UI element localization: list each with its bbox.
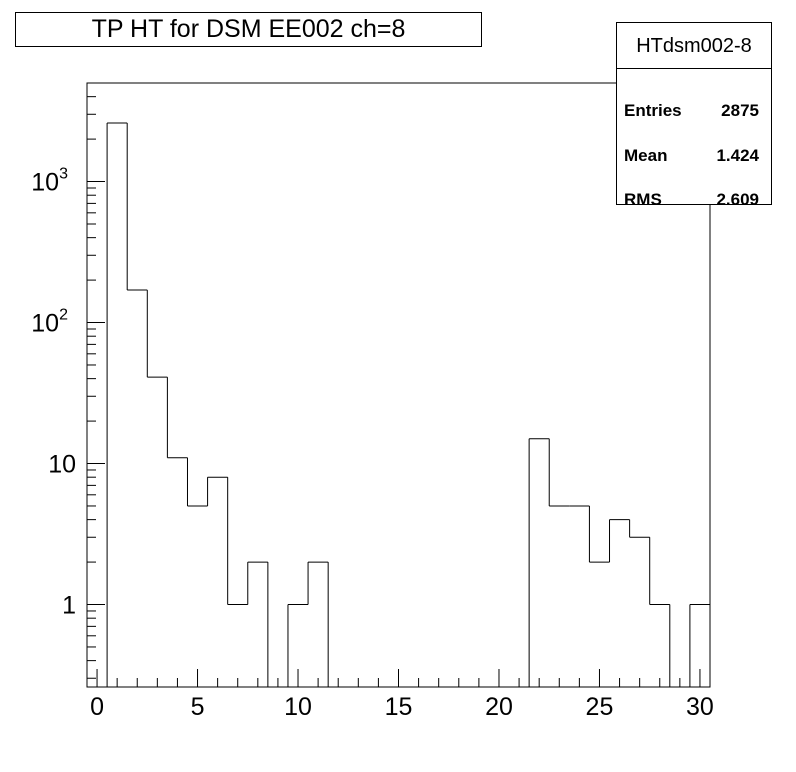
stats-mean-value: 1.424 [716,146,759,165]
x-tick-label: 0 [90,693,104,721]
stats-rms-value: 2.609 [716,190,759,209]
stats-rms-label: RMS [624,190,662,209]
stats-entries-row: Entries 2875 [624,101,759,121]
stats-entries-label: Entries [624,101,682,120]
y-tick-label: 1 [62,592,76,620]
stats-mean-label: Mean [624,146,668,165]
x-axis: 0 5 10 15 20 25 30 [90,669,714,721]
x-tick-label: 20 [485,693,513,721]
y-tick-label: 103 [31,166,68,197]
x-tick-label: 30 [686,693,714,721]
stats-box: HTdsm002-8 Entries 2875 Mean 1.424 RMS 2… [616,22,772,209]
y-tick-label: 10 [48,451,76,479]
stats-histogram-name: HTdsm002-8 [617,23,771,69]
chart-title: TP HT for DSM EE002 ch=8 [15,12,482,47]
histogram-bins [87,122,711,688]
x-tick-label: 5 [191,693,205,721]
x-tick-label: 15 [385,693,413,721]
stats-entries-value: 2875 [721,101,759,120]
x-tick-label: 25 [586,693,614,721]
y-axis: 1 10 102 103 [31,82,105,679]
stats-mean-row: Mean 1.424 [624,146,759,166]
stats-rms-row: RMS 2.609 [624,190,759,210]
y-tick-label: 102 [31,307,68,338]
x-tick-label: 10 [284,693,312,721]
